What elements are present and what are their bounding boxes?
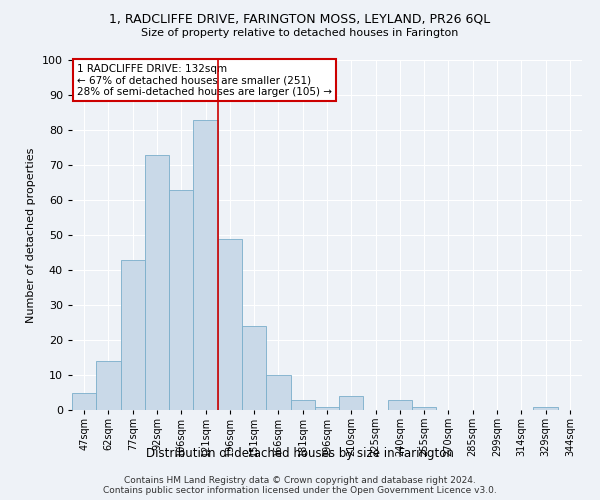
Bar — [412, 406, 436, 410]
Text: 1 RADCLIFFE DRIVE: 132sqm
← 67% of detached houses are smaller (251)
28% of semi: 1 RADCLIFFE DRIVE: 132sqm ← 67% of detac… — [77, 64, 332, 96]
Bar — [218, 238, 242, 410]
Text: Size of property relative to detached houses in Farington: Size of property relative to detached ho… — [142, 28, 458, 38]
Bar — [266, 375, 290, 410]
Bar — [72, 392, 96, 410]
Bar — [242, 326, 266, 410]
Bar — [96, 361, 121, 410]
Bar — [169, 190, 193, 410]
Text: Distribution of detached houses by size in Farington: Distribution of detached houses by size … — [146, 448, 454, 460]
Bar — [315, 406, 339, 410]
Text: Contains public sector information licensed under the Open Government Licence v3: Contains public sector information licen… — [103, 486, 497, 495]
Bar — [121, 260, 145, 410]
Bar — [388, 400, 412, 410]
Text: Contains HM Land Registry data © Crown copyright and database right 2024.: Contains HM Land Registry data © Crown c… — [124, 476, 476, 485]
Bar — [193, 120, 218, 410]
Bar — [145, 154, 169, 410]
Bar — [533, 406, 558, 410]
Text: 1, RADCLIFFE DRIVE, FARINGTON MOSS, LEYLAND, PR26 6QL: 1, RADCLIFFE DRIVE, FARINGTON MOSS, LEYL… — [109, 12, 491, 26]
Bar — [339, 396, 364, 410]
Bar — [290, 400, 315, 410]
Y-axis label: Number of detached properties: Number of detached properties — [26, 148, 37, 322]
